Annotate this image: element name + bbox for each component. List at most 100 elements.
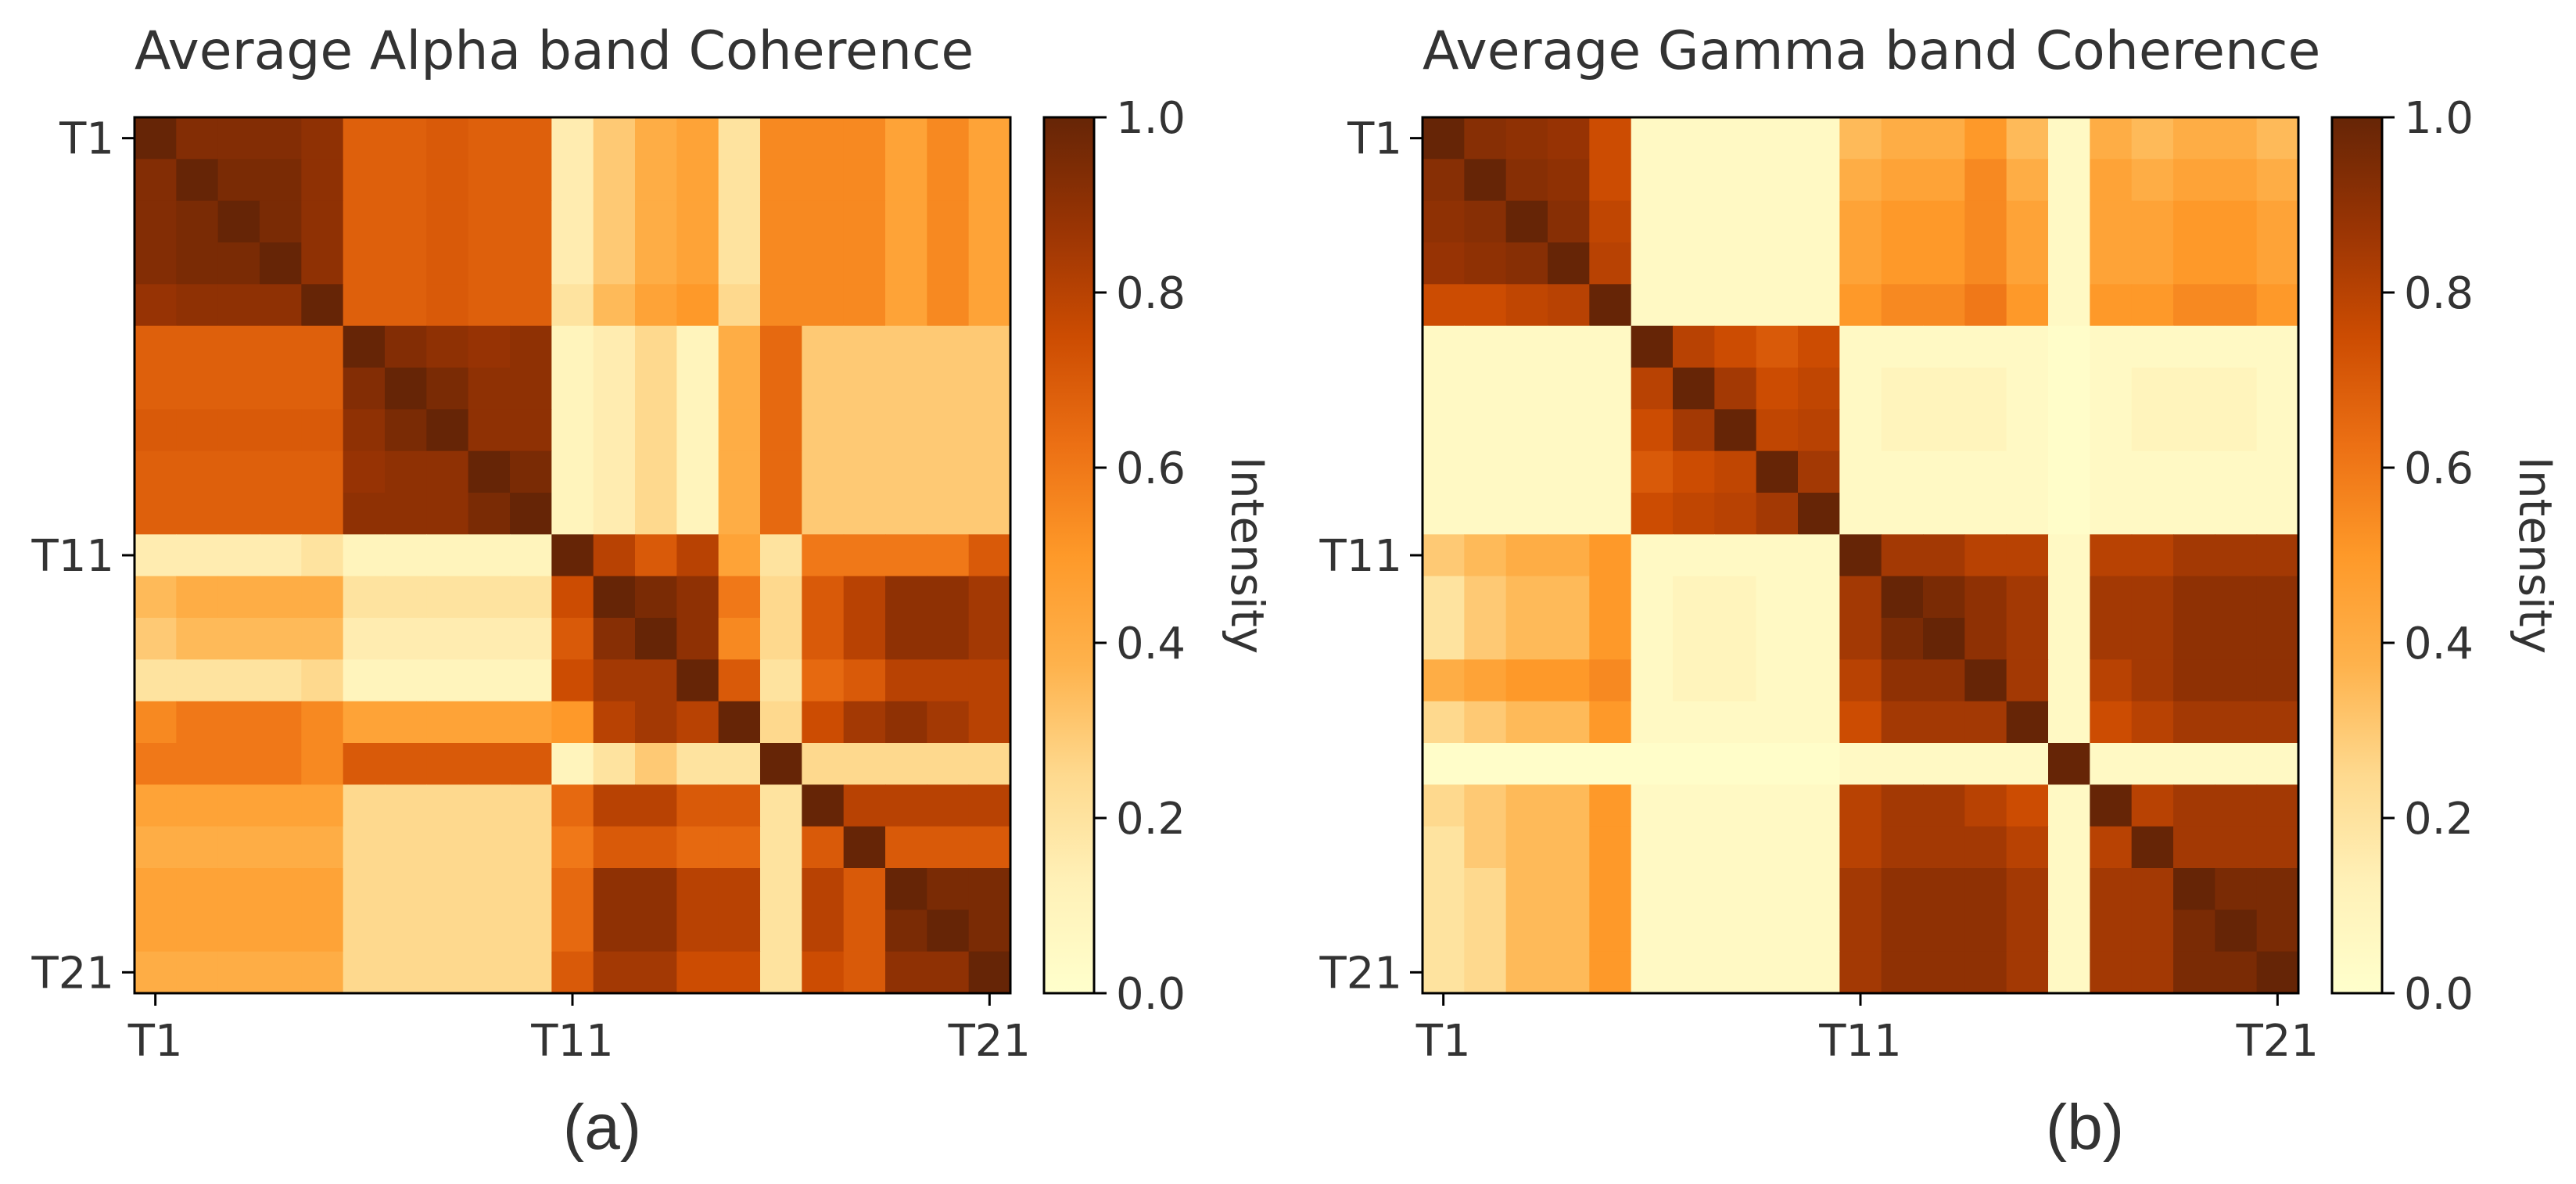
heatmap-cell-r20-c11 [551, 910, 594, 953]
heatmap-cell-r6-c7 [1673, 325, 1715, 368]
heatmap-cell-r11-c8 [1714, 534, 1757, 577]
heatmap-cell-r19-c12 [1881, 868, 1924, 910]
heatmap-cell-r2-c2 [1464, 159, 1507, 202]
heatmap-cell-r21-c8 [1714, 951, 1757, 994]
heatmap-cell-r13-c1 [1423, 618, 1465, 660]
heatmap-cell-r10-c6 [1631, 493, 1674, 535]
heatmap-cell-r16-c16 [2048, 743, 2090, 785]
colorbar-label: Intensity [1221, 457, 1274, 654]
heatmap-cell-r5-c20 [2215, 284, 2258, 327]
heatmap-cell-r2-c8 [1714, 159, 1757, 202]
heatmap-cell-r1-c17 [2090, 117, 2133, 160]
heatmap-cell-r20-c12 [593, 910, 636, 953]
heatmap-cell-r7-c3 [1505, 368, 1548, 410]
heatmap-cell-r9-c1 [1423, 450, 1465, 493]
heatmap-cell-r16-c6 [1631, 743, 1674, 785]
colorbar-tick-label-0.6: 0.6 [1116, 443, 1186, 494]
heatmap-cell-r7-c16 [760, 368, 802, 410]
heatmap-cell-r16-c1 [1423, 743, 1465, 785]
heatmap-cell-r21-c7 [385, 951, 427, 994]
heatmap-cell-r12-c7 [1673, 576, 1715, 619]
heatmap-cell-r11-c1 [1423, 534, 1465, 577]
heatmap-cell-r16-c18 [843, 743, 886, 785]
heatmap-cell-r20-c16 [2048, 910, 2090, 953]
heatmap-cell-r5-c21 [2256, 284, 2299, 327]
heatmap-cell-r16-c11 [551, 743, 594, 785]
colorbar-tick-label-0.2: 0.2 [2404, 794, 2474, 845]
heatmap-cell-r13-c11 [1839, 618, 1882, 660]
heatmap-cell-r13-c20 [927, 618, 970, 660]
heatmap-cell-r1-c16 [760, 117, 802, 160]
heatmap-cell-r13-c8 [1714, 618, 1757, 660]
heatmap-cell-r19-c9 [468, 868, 511, 910]
heatmap-cell-r5-c14 [1964, 284, 2007, 327]
heatmap-cell-r16-c12 [1881, 743, 1924, 785]
heatmap-cell-r9-c12 [1881, 450, 1924, 493]
heatmap-cell-r19-c15 [718, 868, 761, 910]
heatmap-cell-r17-c19 [2173, 784, 2215, 827]
heatmap-cell-r3-c20 [927, 200, 970, 243]
heatmap-cell-r11-c20 [927, 534, 970, 577]
heatmap-cell-r16-c2 [1464, 743, 1507, 785]
heatmap-cell-r6-c15 [718, 325, 761, 368]
heatmap-cell-r8-c9 [468, 409, 511, 452]
heatmap-cell-r3-c18 [2131, 200, 2174, 243]
heatmap-cell-r8-c7 [385, 409, 427, 452]
heatmap-cell-r20-c8 [426, 910, 469, 953]
colorbar-label: Intensity [2509, 457, 2562, 654]
heatmap-cell-r14-c3 [217, 659, 260, 702]
heatmap-cell-r14-c10 [1798, 659, 1840, 702]
heatmap-cell-r4-c13 [635, 242, 677, 285]
heatmap-cell-r5-c6 [1631, 284, 1674, 327]
heatmap-cell-r9-c20 [927, 450, 970, 493]
heatmap-cell-r19-c16 [760, 868, 802, 910]
heatmap-cell-r17-c21 [2256, 784, 2299, 827]
heatmap-cell-r3-c8 [1714, 200, 1757, 243]
heatmap-cell-r18-c18 [2131, 826, 2174, 869]
heatmap-cell-r11-c13 [1923, 534, 1965, 577]
heatmap-cell-r19-c18 [843, 868, 886, 910]
heatmap-cell-r4-c15 [718, 242, 761, 285]
heatmap-cell-r12-c11 [1839, 576, 1882, 619]
heatmap-cell-r19-c20 [927, 868, 970, 910]
heatmap-cell-r8-c11 [551, 409, 594, 452]
heatmap-cell-r6-c15 [2006, 325, 2049, 368]
heatmap-cell-r7-c12 [593, 368, 636, 410]
heatmap-cell-r21-c1 [1423, 951, 1465, 994]
heatmap-cell-r15-c9 [1756, 701, 1799, 744]
heatmap-cell-r16-c13 [635, 743, 677, 785]
heatmap-cell-r1-c21 [968, 117, 1011, 160]
heatmap-cell-r6-c3 [1505, 325, 1548, 368]
heatmap-cell-r19-c12 [593, 868, 636, 910]
x-tick-label-T11: T11 [1818, 1016, 1901, 1067]
heatmap-cell-r18-c9 [1756, 826, 1799, 869]
heatmap-cell-r11-c6 [343, 534, 386, 577]
heatmap-cell-r18-c17 [802, 826, 845, 869]
heatmap-cell-r21-c12 [593, 951, 636, 994]
heatmap-cell-r11-c4 [260, 534, 302, 577]
heatmap-cell-r5-c2 [1464, 284, 1507, 327]
heatmap-cell-r10-c20 [927, 493, 970, 535]
heatmap-cell-r19-c2 [176, 868, 219, 910]
heatmap-cell-r17-c5 [301, 784, 344, 827]
heatmap-cell-r20-c17 [802, 910, 845, 953]
heatmap-cell-r3-c7 [1673, 200, 1715, 243]
heatmap-cell-r18-c15 [2006, 826, 2049, 869]
heatmap-cell-r17-c19 [885, 784, 927, 827]
heatmap-cell-r19-c10 [510, 868, 552, 910]
heatmap-cell-r10-c8 [1714, 493, 1757, 535]
heatmap-cell-r6-c12 [593, 325, 636, 368]
heatmap-cell-r16-c19 [885, 743, 927, 785]
colorbar-tick-label-1.0: 1.0 [2404, 93, 2474, 144]
y-tick-label-T11: T11 [31, 531, 114, 582]
heatmap-cell-r19-c9 [1756, 868, 1799, 910]
heatmap-cell-r9-c5 [1589, 450, 1632, 493]
heatmap-cell-r21-c4 [1548, 951, 1590, 994]
heatmap-cell-r3-c12 [593, 200, 636, 243]
heatmap-cell-r8-c13 [635, 409, 677, 452]
heatmap-cell-r2-c9 [1756, 159, 1799, 202]
heatmap-cell-r5-c16 [2048, 284, 2090, 327]
heatmap-cell-r9-c11 [551, 450, 594, 493]
heatmap-cell-r7-c6 [1631, 368, 1674, 410]
heatmap-cell-r8-c14 [676, 409, 719, 452]
